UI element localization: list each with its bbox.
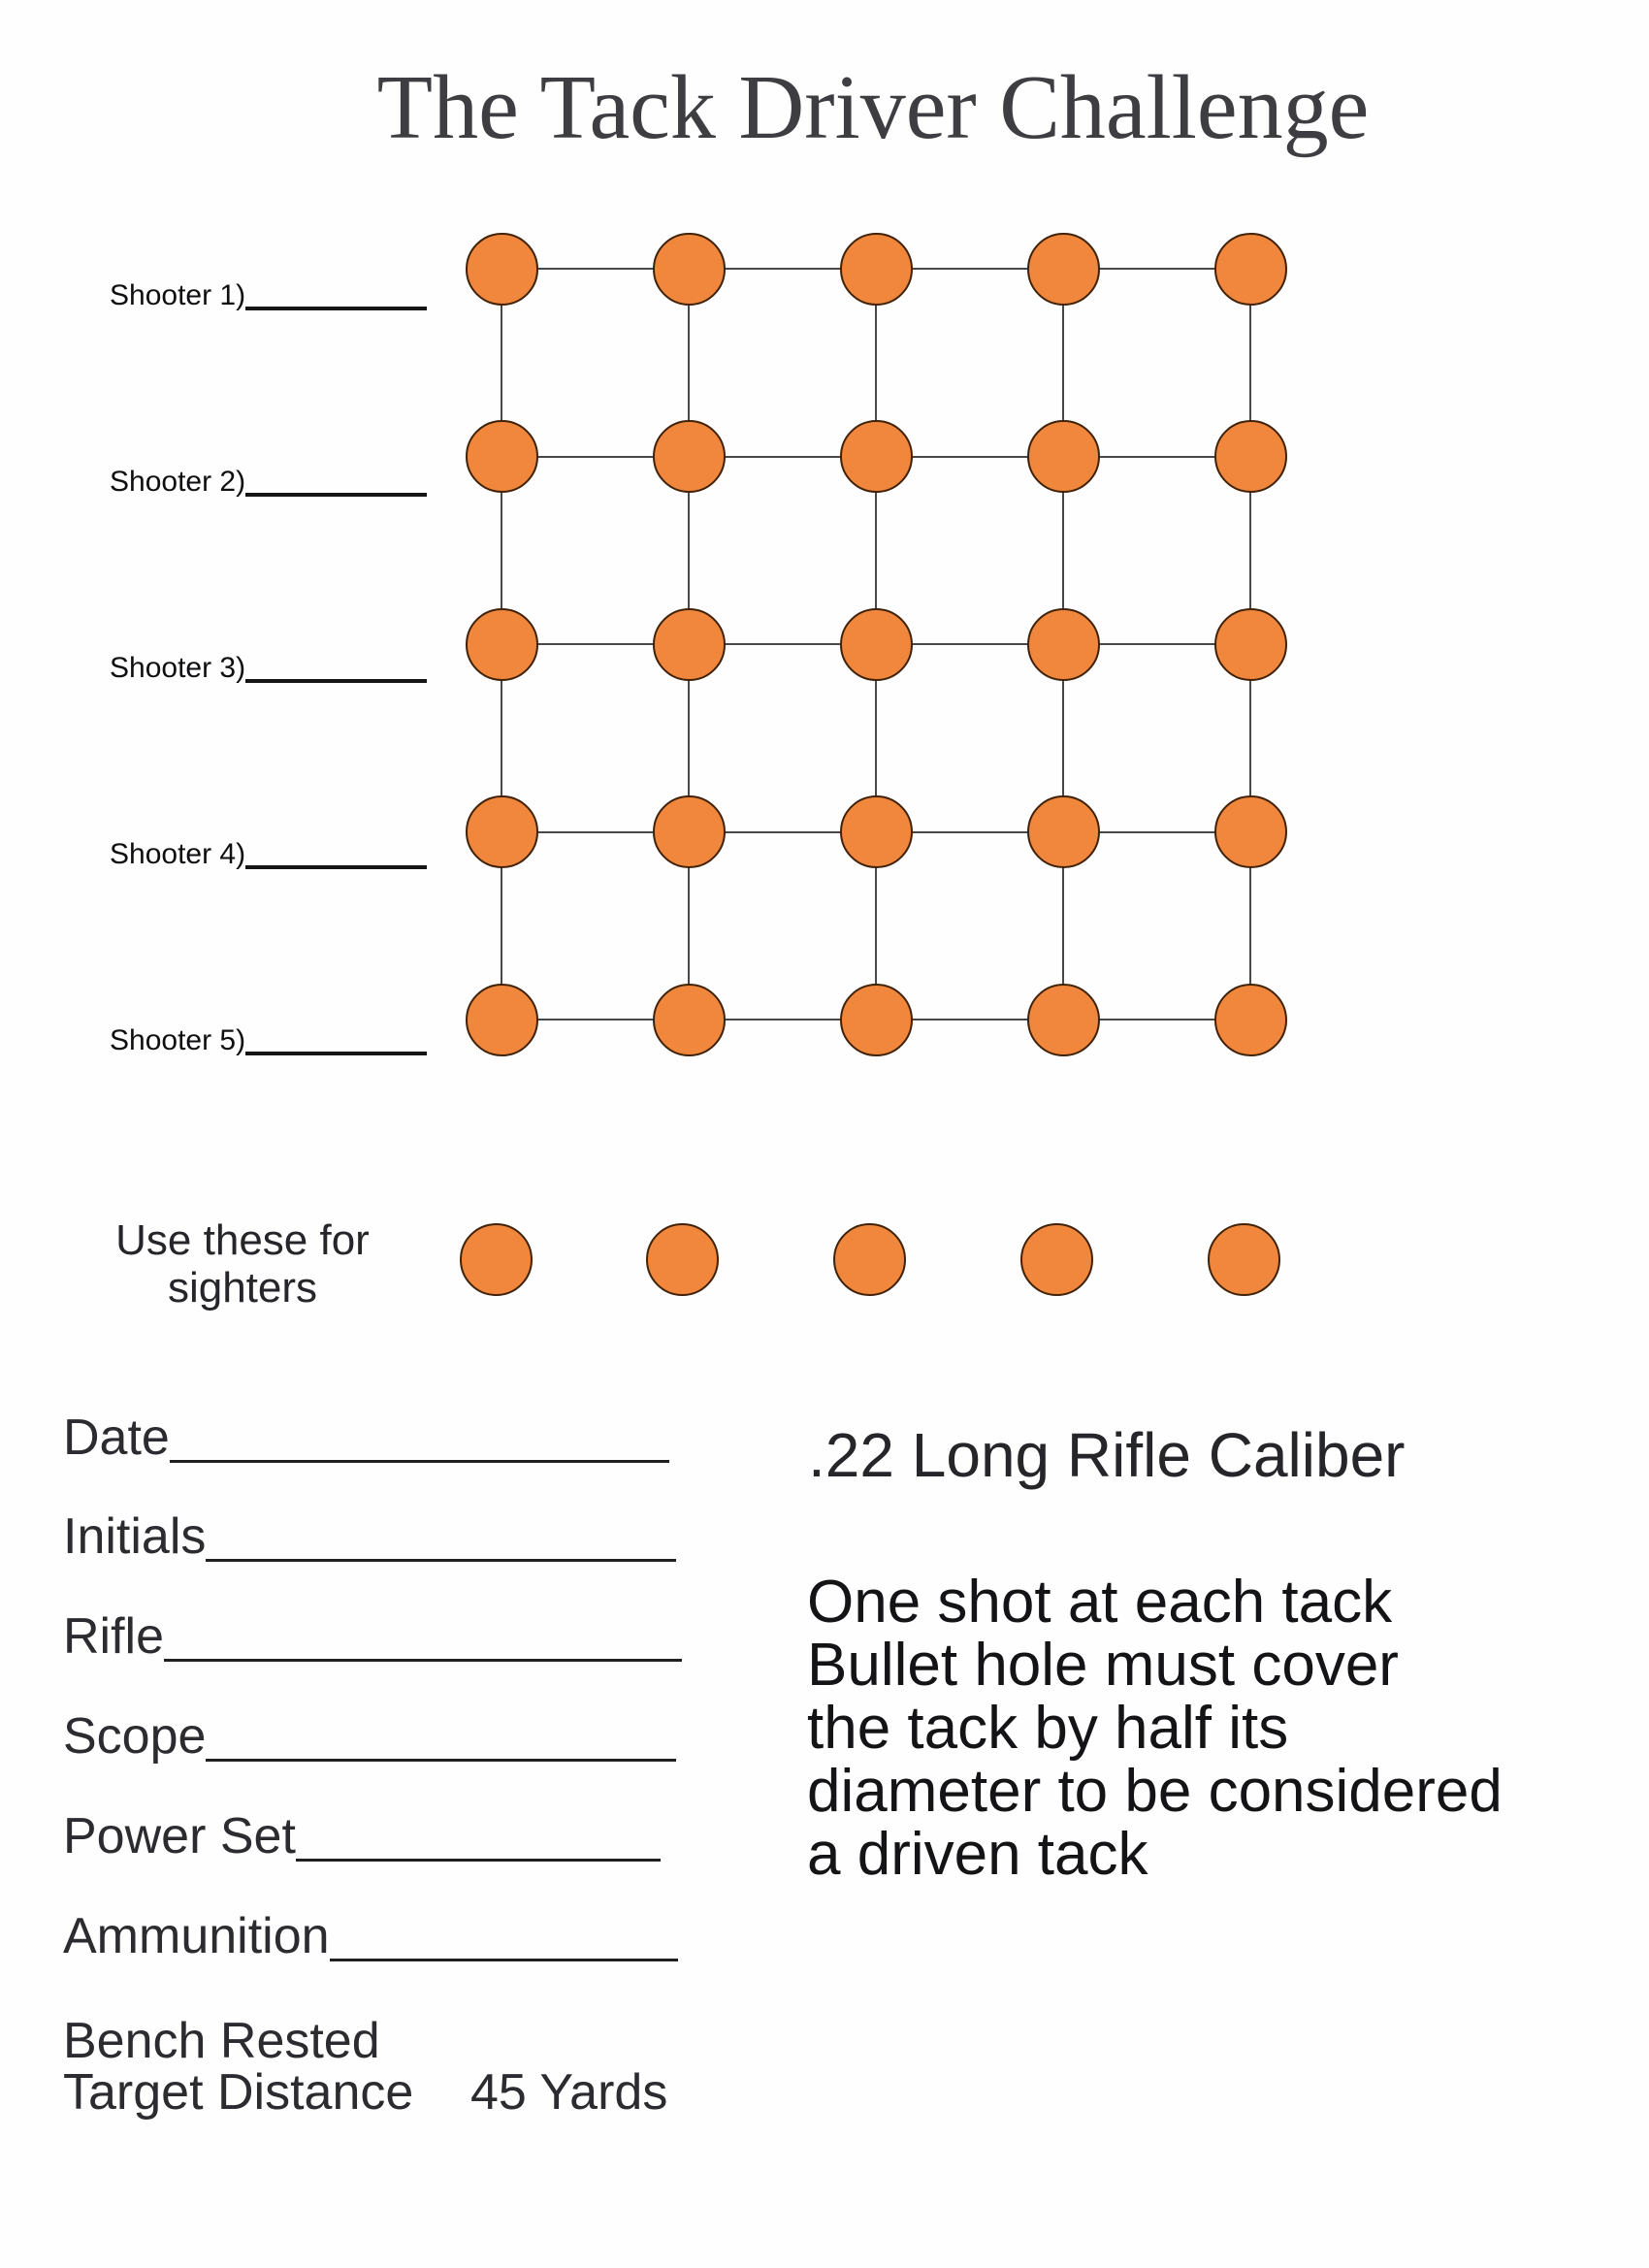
tack-dot-r4-c5 (1213, 795, 1287, 868)
tack-dot-r5-c5 (1213, 983, 1287, 1056)
initials-label: Initials (63, 1508, 207, 1565)
tack-dot-r3-c3 (839, 607, 913, 681)
target-distance-value: 45 Yards (470, 2064, 668, 2121)
tack-dot-r2-c1 (465, 420, 538, 493)
tack-dot-r2-c3 (839, 420, 913, 493)
target-distance-row: Target Distance 45 Yards (63, 2067, 742, 2119)
rifle-label: Rifle (63, 1608, 165, 1665)
tack-dot-r3-c4 (1026, 607, 1100, 681)
shooter-4-row: Shooter 4) (110, 840, 427, 869)
sighter-dot-5 (1207, 1222, 1280, 1296)
shooter-3-label: Shooter 3) (110, 652, 246, 684)
shooter-5-label: Shooter 5) (110, 1024, 246, 1056)
ammunition-label: Ammunition (63, 1908, 330, 1964)
tack-dot-r4-c3 (839, 795, 913, 868)
sighter-dot-4 (1019, 1222, 1093, 1296)
rules-line-5: a driven tack (807, 1821, 1148, 1888)
shooter-1-blank-line (245, 281, 427, 310)
caliber-heading: .22 Long Rifle Caliber (808, 1420, 1406, 1490)
shooter-3-row: Shooter 3) (110, 654, 427, 683)
tack-dot-r1-c3 (839, 232, 913, 306)
tack-dot-r4-c1 (465, 795, 538, 868)
shooter-4-blank-line (245, 840, 427, 869)
power-set-blank-line (295, 1811, 661, 1862)
shooter-2-row: Shooter 2) (110, 468, 427, 497)
tack-dot-r4-c2 (652, 795, 726, 868)
rules-line-4: diameter to be considered (807, 1758, 1503, 1825)
page-title: The Tack Driver Challenge (376, 57, 1370, 158)
shooter-2-blank-line (245, 468, 427, 497)
rules-line-2: Bullet hole must cover (807, 1632, 1399, 1699)
tack-dot-r3-c1 (465, 607, 538, 681)
tack-dot-r2-c5 (1213, 420, 1287, 493)
shooter-5-row: Shooter 5) (110, 1026, 427, 1055)
tack-dot-r5-c4 (1026, 983, 1100, 1056)
sighter-note-line1: Use these for (115, 1216, 370, 1264)
shooter-4-label: Shooter 4) (110, 838, 246, 870)
sighter-dot-3 (833, 1222, 906, 1296)
bench-rested-label: Bench Rested (63, 2013, 380, 2069)
rules-line-3: the tack by half its (807, 1695, 1289, 1762)
tack-dot-r3-c2 (652, 607, 726, 681)
tack-dot-r1-c5 (1213, 232, 1287, 306)
tack-dot-r5-c1 (465, 983, 538, 1056)
date-blank-line (169, 1412, 669, 1463)
sighter-note-line2: sighters (167, 1264, 318, 1312)
footer-block: Bench Rested Target Distance 45 Yards (63, 2016, 742, 2119)
tack-dot-r1-c2 (652, 232, 726, 306)
tack-dot-r4-c4 (1026, 795, 1100, 868)
shooter-2-label: Shooter 2) (110, 466, 246, 498)
form-row-date: Date (63, 1412, 669, 1463)
shooter-5-blank-line (245, 1026, 427, 1055)
shooter-1-label: Shooter 1) (110, 279, 246, 311)
rules-line-1: One shot at each tack (807, 1569, 1393, 1636)
form-row-power-set: Power Set (63, 1811, 661, 1862)
target-distance-label: Target Distance (63, 2064, 414, 2121)
tack-dot-r5-c2 (652, 983, 726, 1056)
tack-dot-r5-c3 (839, 983, 913, 1056)
shooter-1-row: Shooter 1) (110, 281, 427, 310)
tack-dot-r3-c5 (1213, 607, 1287, 681)
tack-dot-r1-c1 (465, 232, 538, 306)
power-set-label: Power Set (63, 1808, 296, 1864)
scope-blank-line (206, 1711, 676, 1762)
ammunition-blank-line (329, 1911, 678, 1961)
form-row-ammunition: Ammunition (63, 1911, 678, 1961)
sighter-dot-2 (646, 1222, 720, 1296)
rifle-blank-line (164, 1611, 682, 1662)
tack-dot-r1-c4 (1026, 232, 1100, 306)
form-row-rifle: Rifle (63, 1611, 682, 1662)
scope-label: Scope (63, 1708, 207, 1765)
form-row-initials: Initials (63, 1511, 676, 1562)
form-row-scope: Scope (63, 1711, 676, 1762)
tack-dot-r2-c4 (1026, 420, 1100, 493)
tack-dot-r2-c2 (652, 420, 726, 493)
sighter-note: Use these for sighters (82, 1216, 403, 1312)
rules-text: One shot at each tack Bullet hole must c… (807, 1571, 1503, 1886)
date-label: Date (63, 1409, 170, 1466)
shooter-3-blank-line (245, 654, 427, 683)
sighter-dot-1 (459, 1222, 533, 1296)
initials-blank-line (206, 1511, 676, 1562)
